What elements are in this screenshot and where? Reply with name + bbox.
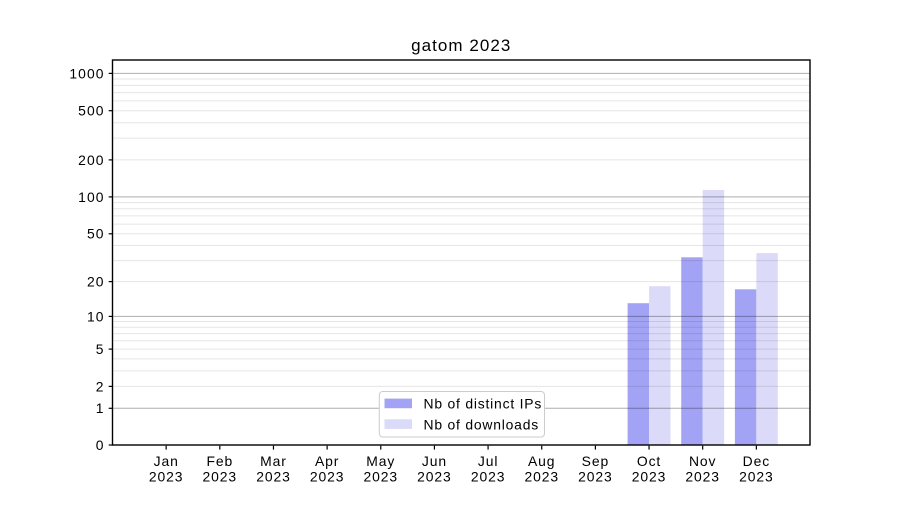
svg-text:1000: 1000: [69, 65, 104, 81]
svg-text:Oct: Oct: [637, 453, 661, 469]
svg-text:2023: 2023: [149, 469, 184, 485]
svg-text:May: May: [366, 453, 395, 469]
svg-text:0: 0: [96, 437, 105, 453]
svg-text:5: 5: [96, 341, 105, 357]
svg-text:Aug: Aug: [528, 453, 555, 469]
svg-text:Feb: Feb: [206, 453, 233, 469]
svg-text:Jun: Jun: [422, 453, 447, 469]
svg-text:Apr: Apr: [315, 453, 339, 469]
svg-text:2023: 2023: [632, 469, 667, 485]
svg-text:2023: 2023: [739, 469, 774, 485]
svg-text:Nov: Nov: [689, 453, 716, 469]
svg-text:2023: 2023: [524, 469, 559, 485]
svg-text:2023: 2023: [685, 469, 720, 485]
svg-text:2023: 2023: [578, 469, 613, 485]
svg-text:2023: 2023: [471, 469, 506, 485]
svg-text:2023: 2023: [417, 469, 452, 485]
svg-text:10: 10: [87, 308, 105, 324]
svg-text:20: 20: [87, 274, 105, 290]
svg-text:100: 100: [78, 189, 104, 205]
svg-text:Nb of distinct IPs: Nb of distinct IPs: [424, 396, 543, 412]
svg-text:2023: 2023: [203, 469, 238, 485]
svg-text:2023: 2023: [364, 469, 399, 485]
svg-text:Jan: Jan: [154, 453, 179, 469]
svg-text:Mar: Mar: [260, 453, 287, 469]
svg-text:2023: 2023: [256, 469, 291, 485]
svg-text:Dec: Dec: [743, 453, 770, 469]
svg-text:2023: 2023: [310, 469, 345, 485]
svg-text:Sep: Sep: [582, 453, 609, 469]
svg-text:200: 200: [78, 152, 104, 168]
svg-text:Jul: Jul: [478, 453, 498, 469]
svg-text:gatom 2023: gatom 2023: [411, 36, 511, 55]
svg-text:2: 2: [96, 378, 105, 394]
svg-text:Nb of downloads: Nb of downloads: [424, 416, 539, 432]
svg-text:50: 50: [87, 226, 105, 242]
svg-text:1: 1: [96, 400, 105, 416]
svg-text:500: 500: [78, 103, 104, 119]
